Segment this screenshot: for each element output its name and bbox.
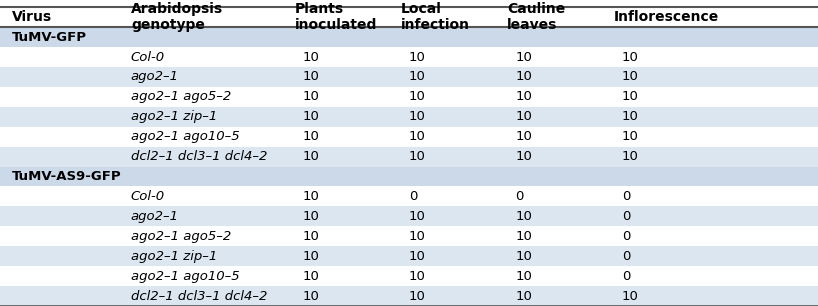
Text: 10: 10 [515, 270, 533, 283]
Text: 10: 10 [303, 50, 320, 64]
Text: 10: 10 [515, 289, 533, 303]
Text: ago2–1: ago2–1 [131, 210, 179, 223]
Text: 10: 10 [409, 110, 426, 123]
Text: 10: 10 [303, 210, 320, 223]
Text: 10: 10 [515, 230, 533, 243]
Text: Virus: Virus [12, 10, 52, 24]
Text: 10: 10 [515, 90, 533, 103]
Text: 10: 10 [409, 50, 426, 64]
Text: 0: 0 [622, 250, 630, 263]
Text: dcl2–1 dcl3–1 dcl4–2: dcl2–1 dcl3–1 dcl4–2 [131, 289, 267, 303]
Text: 10: 10 [409, 90, 426, 103]
Text: 10: 10 [622, 90, 639, 103]
Text: 10: 10 [409, 250, 426, 263]
Bar [0, 87, 818, 107]
Text: 10: 10 [409, 70, 426, 84]
Text: Local
infection: Local infection [401, 2, 470, 32]
Text: 10: 10 [303, 150, 320, 163]
Text: 10: 10 [409, 270, 426, 283]
Text: 0: 0 [622, 210, 630, 223]
Text: 10: 10 [409, 130, 426, 143]
Text: 10: 10 [409, 289, 426, 303]
Text: TuMV-AS9-GFP: TuMV-AS9-GFP [12, 170, 122, 183]
Bar [0, 67, 818, 87]
Text: Cauline
leaves: Cauline leaves [507, 2, 565, 32]
Text: ago2–1 ago5–2: ago2–1 ago5–2 [131, 90, 231, 103]
Text: 10: 10 [515, 150, 533, 163]
Text: Inflorescence: Inflorescence [614, 10, 719, 24]
Text: Col-0: Col-0 [131, 190, 165, 203]
Text: 10: 10 [622, 70, 639, 84]
Text: ago2–1 zip–1: ago2–1 zip–1 [131, 250, 217, 263]
Text: TuMV-GFP: TuMV-GFP [12, 31, 88, 44]
Bar [0, 166, 818, 186]
Text: ago2–1 zip–1: ago2–1 zip–1 [131, 110, 217, 123]
Bar [0, 246, 818, 266]
Text: 10: 10 [303, 70, 320, 84]
Text: 10: 10 [409, 230, 426, 243]
Text: 10: 10 [409, 150, 426, 163]
Text: 0: 0 [622, 190, 630, 203]
Text: ago2–1 ago10–5: ago2–1 ago10–5 [131, 270, 240, 283]
Bar [0, 7, 818, 27]
Bar [0, 47, 818, 67]
Text: Plants
inoculated: Plants inoculated [294, 2, 377, 32]
Text: 0: 0 [515, 190, 524, 203]
Bar [0, 286, 818, 306]
Text: 10: 10 [303, 90, 320, 103]
Text: 10: 10 [515, 210, 533, 223]
Text: Col-0: Col-0 [131, 50, 165, 64]
Text: 10: 10 [303, 190, 320, 203]
Bar [0, 27, 818, 47]
Text: 0: 0 [409, 190, 417, 203]
Text: ago2–1 ago5–2: ago2–1 ago5–2 [131, 230, 231, 243]
Text: 0: 0 [622, 230, 630, 243]
Text: ago2–1 ago10–5: ago2–1 ago10–5 [131, 130, 240, 143]
Bar [0, 226, 818, 246]
Text: 10: 10 [622, 130, 639, 143]
Bar [0, 266, 818, 286]
Text: 10: 10 [303, 110, 320, 123]
Text: 10: 10 [303, 250, 320, 263]
Bar [0, 107, 818, 127]
Bar [0, 147, 818, 166]
Text: 10: 10 [515, 70, 533, 84]
Text: 10: 10 [303, 230, 320, 243]
Text: 10: 10 [515, 50, 533, 64]
Bar [0, 186, 818, 207]
Text: 10: 10 [622, 50, 639, 64]
Bar [0, 207, 818, 226]
Text: Arabidopsis
genotype: Arabidopsis genotype [131, 2, 223, 32]
Text: 10: 10 [515, 250, 533, 263]
Text: 10: 10 [622, 110, 639, 123]
Bar [0, 127, 818, 147]
Text: 10: 10 [303, 270, 320, 283]
Text: dcl2–1 dcl3–1 dcl4–2: dcl2–1 dcl3–1 dcl4–2 [131, 150, 267, 163]
Text: 10: 10 [515, 110, 533, 123]
Text: 10: 10 [515, 130, 533, 143]
Text: 10: 10 [303, 289, 320, 303]
Text: 10: 10 [622, 289, 639, 303]
Text: 10: 10 [622, 150, 639, 163]
Text: 10: 10 [409, 210, 426, 223]
Text: 0: 0 [622, 270, 630, 283]
Text: 10: 10 [303, 130, 320, 143]
Text: ago2–1: ago2–1 [131, 70, 179, 84]
